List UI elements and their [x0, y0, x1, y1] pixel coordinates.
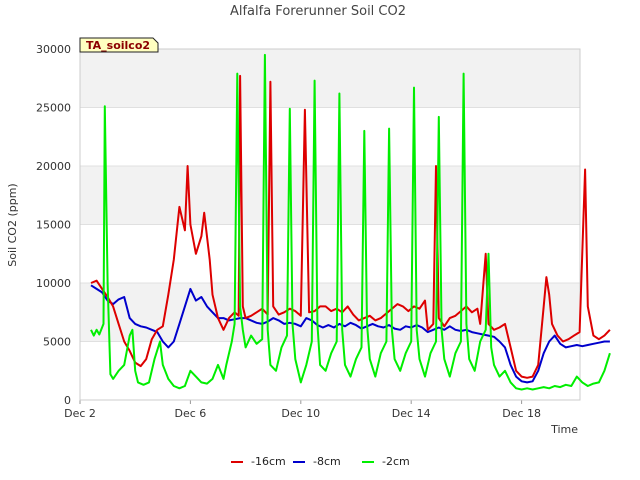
series-line-minus-8cm [90, 284, 610, 384]
y-tick-label: 5000 [43, 336, 71, 349]
x-axis-label: Time [550, 423, 578, 436]
x-tick-label: Dec 14 [392, 407, 431, 420]
y-axis-ticks: 0 5000 10000 15000 20000 25000 30000 [36, 43, 71, 407]
legend-label: -2cm [382, 455, 410, 468]
chart-title: Alfalfa Forerunner Soil CO2 [230, 4, 406, 19]
badge-label: TA_soilco2 [86, 39, 150, 52]
grid-band [80, 283, 580, 342]
series-line-minus-2cm [90, 53, 611, 391]
y-tick-label: 30000 [36, 43, 71, 56]
series-line-minus-16cm [90, 74, 611, 379]
grid-band [80, 49, 580, 108]
x-tick-label: Dec 10 [281, 407, 320, 420]
x-tick-label: Dec 18 [502, 407, 541, 420]
x-tick-label: Dec 6 [175, 407, 207, 420]
y-tick-label: 25000 [36, 102, 71, 115]
grid-bands [80, 49, 580, 342]
y-tick-label: 15000 [36, 219, 71, 232]
legend: -16cm -8cm -2cm [231, 455, 410, 468]
y-tick-label: 10000 [36, 277, 71, 290]
x-tick-label: Dec 2 [64, 407, 96, 420]
grid-band [80, 166, 580, 225]
series-badge: TA_soilco2 [79, 37, 159, 53]
legend-label: -16cm [251, 455, 286, 468]
series-lines [90, 53, 611, 391]
x-axis-ticks: Dec 2 Dec 6 Dec 10 Dec 14 Dec 18 [64, 400, 541, 420]
plot-border [79, 48, 581, 401]
legend-label: -8cm [313, 455, 341, 468]
y-axis-label: Soil CO2 (ppm) [6, 183, 19, 266]
y-tick-label: 20000 [36, 160, 71, 173]
y-tick-label: 0 [64, 394, 71, 407]
